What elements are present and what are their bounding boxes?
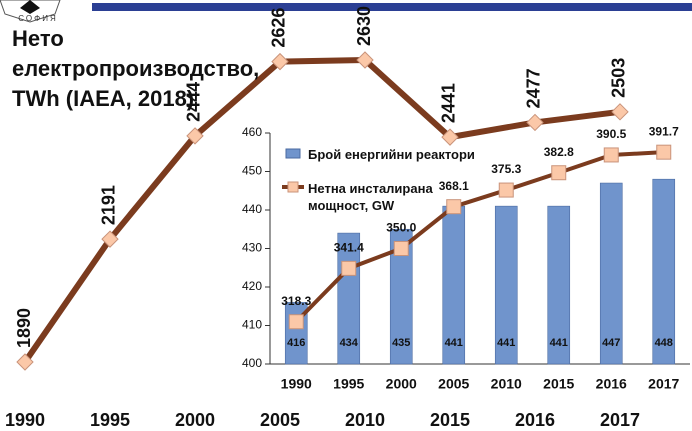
x-tick-label: 2010: [345, 410, 385, 430]
line: [294, 150, 664, 324]
legend-swatch: [285, 148, 301, 159]
x-tick-label: 2015: [543, 376, 574, 392]
x-tick-label: 2015: [430, 410, 470, 430]
value-label: 2191: [99, 185, 119, 225]
x-tick-label: 2016: [515, 410, 555, 430]
y-tick-label: 430: [242, 241, 262, 255]
line: [22, 56, 621, 364]
x-tick-label: 2000: [175, 410, 215, 430]
marker: [551, 165, 567, 181]
bar-value-label: 416: [287, 337, 305, 349]
value-label: 350.0: [386, 221, 416, 235]
marker: [186, 127, 204, 145]
bar: [547, 205, 571, 365]
value-label: 2444: [184, 82, 204, 122]
bar-value-label: 434: [340, 337, 359, 349]
marker: [101, 230, 119, 248]
bar-value-label: 441: [497, 337, 515, 349]
inset-background: [240, 124, 692, 400]
bar: [389, 228, 413, 365]
x-tick-label: 1990: [281, 376, 312, 392]
x-tick-label: 1995: [90, 410, 130, 430]
value-label: 2503: [609, 58, 629, 98]
marker: [393, 241, 409, 256]
value-label: 341.4: [334, 241, 364, 255]
marker: [498, 182, 514, 198]
x-tick-label: 2005: [260, 410, 300, 430]
x-tick-label: 2017: [600, 410, 640, 430]
bar-value-label: 441: [550, 337, 568, 349]
chart-title: Нето електропроизводство, TWh (IAEA, 201…: [12, 26, 260, 111]
y-tick-label: 450: [242, 164, 262, 178]
marker: [271, 52, 289, 71]
x-tick-label: 1990: [5, 410, 45, 430]
legend-label: Брой енергийни реактори: [308, 147, 475, 162]
bar-value-label: 448: [655, 337, 673, 349]
marker: [16, 353, 34, 371]
value-label: 391.7: [649, 124, 679, 138]
value-label: 2630: [354, 6, 374, 46]
value-label: 318.3: [281, 294, 311, 308]
bar-value-label: 435: [392, 337, 410, 349]
marker: [526, 113, 544, 132]
x-tick-label: 2010: [491, 376, 522, 392]
legend-label: Нетна инсталирана мощност, GW: [308, 181, 433, 213]
logo-text: СОФИЯ: [18, 14, 57, 23]
bar-value-label: 447: [602, 337, 620, 349]
value-label: 375.3: [491, 162, 521, 176]
header-bar: [92, 3, 692, 11]
x-tick-label: 1995: [333, 376, 364, 392]
bar: [599, 182, 623, 365]
value-label: 2477: [524, 68, 544, 108]
bar: [652, 178, 676, 365]
value-label: 2441: [439, 83, 459, 123]
x-tick-label: 2005: [438, 376, 469, 392]
marker: [288, 314, 304, 330]
value-label: 382.8: [544, 145, 574, 159]
logo-icon: [20, 0, 40, 14]
y-tick-label: 460: [242, 125, 262, 139]
y-tick-label: 400: [242, 356, 262, 370]
marker: [341, 260, 357, 276]
value-label: 2626: [269, 8, 289, 48]
marker: [356, 51, 374, 69]
legend-marker: [287, 181, 299, 193]
y-tick-label: 440: [242, 202, 262, 216]
value-label: 368.1: [439, 179, 469, 193]
marker: [446, 199, 462, 215]
marker: [611, 103, 629, 121]
y-tick-label: 420: [242, 279, 262, 293]
marker: [441, 128, 459, 146]
bar: [494, 205, 518, 365]
marker: [603, 147, 619, 163]
value-label: 390.5: [596, 127, 626, 141]
x-tick-label: 2000: [386, 376, 417, 392]
marker: [656, 144, 672, 160]
value-label: 1890: [14, 308, 34, 348]
x-tick-label: 2017: [648, 376, 679, 392]
bar-value-label: 441: [445, 337, 463, 349]
y-tick-label: 410: [242, 318, 262, 332]
x-tick-label: 2016: [596, 376, 627, 392]
